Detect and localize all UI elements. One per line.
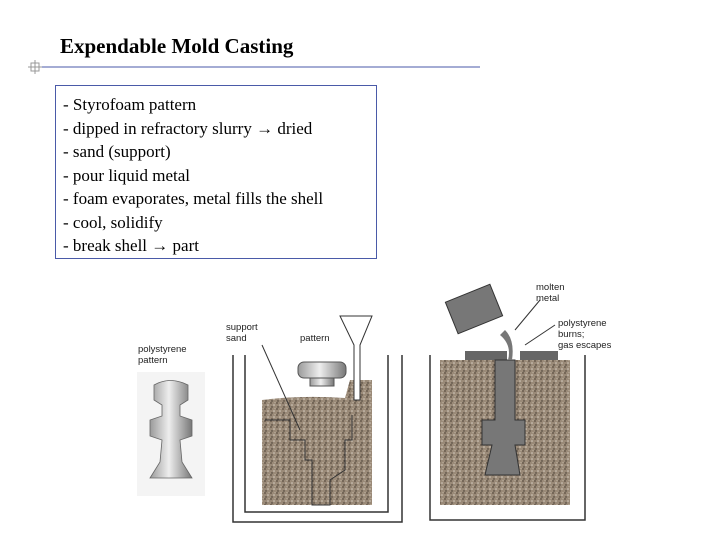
diagram-label: sand bbox=[226, 333, 247, 344]
diagram-label: burns; bbox=[558, 329, 584, 340]
slide-title: Expendable Mold Casting bbox=[60, 34, 294, 58]
bullet: - sand (support) bbox=[63, 142, 171, 161]
bullet: - cool, solidify bbox=[63, 212, 163, 232]
diagram-label: polystyrene bbox=[558, 318, 607, 329]
bullet: - foam evaporates, metal fills the shell bbox=[63, 189, 324, 208]
diagram-label: support bbox=[226, 322, 258, 333]
bullet: - break shell → part bbox=[63, 236, 199, 255]
bullet: - Styrofoam pattern bbox=[63, 95, 197, 114]
mold-pattern-image bbox=[232, 315, 403, 523]
diagram-label: pattern bbox=[138, 355, 168, 366]
mold-pour-image bbox=[429, 283, 586, 521]
diagram-label: pattern bbox=[300, 333, 330, 344]
diagram-label: molten bbox=[536, 282, 565, 293]
diagram-label: metal bbox=[536, 293, 559, 304]
diagram-label: polystyrene bbox=[138, 344, 187, 355]
pattern-image bbox=[137, 372, 205, 496]
bullet: - dipped in refractory slurry → dried bbox=[63, 118, 313, 138]
bullet: - pour liquid metal bbox=[63, 165, 191, 185]
diagram-label: gas escapes bbox=[558, 340, 612, 351]
bullet-icon bbox=[28, 60, 42, 74]
bullet-box: - Styrofoam pattern - dipped in refractor… bbox=[55, 85, 377, 259]
